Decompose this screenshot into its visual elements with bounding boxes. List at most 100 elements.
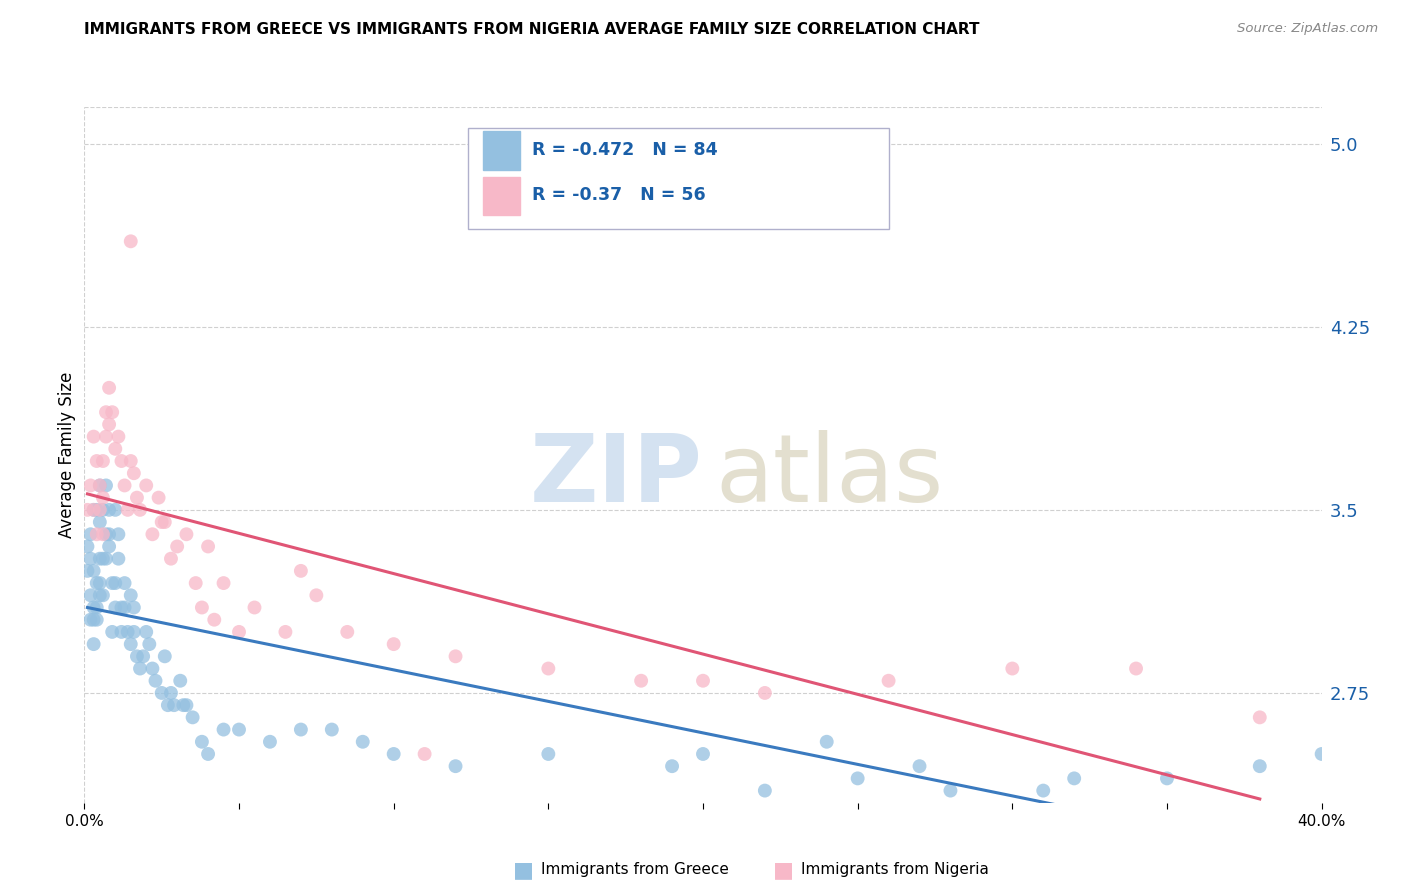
Point bbox=[181, 710, 204, 724]
Point bbox=[141, 527, 163, 541]
Point bbox=[86, 527, 108, 541]
Point bbox=[135, 624, 157, 639]
Point bbox=[212, 576, 235, 591]
Bar bbox=[482, 177, 520, 215]
Point bbox=[98, 527, 121, 541]
Point bbox=[197, 747, 219, 761]
Point bbox=[83, 600, 105, 615]
Point bbox=[135, 478, 157, 492]
Point bbox=[104, 600, 127, 615]
Point bbox=[290, 564, 312, 578]
Point bbox=[156, 698, 179, 713]
Point bbox=[259, 735, 281, 749]
Point bbox=[148, 491, 170, 505]
Point bbox=[228, 624, 250, 639]
Point bbox=[1001, 661, 1024, 675]
Point bbox=[79, 551, 101, 566]
Point bbox=[166, 540, 188, 554]
Point bbox=[104, 576, 127, 591]
Y-axis label: Average Family Size: Average Family Size bbox=[58, 372, 76, 538]
Point bbox=[321, 723, 343, 737]
Text: IMMIGRANTS FROM GREECE VS IMMIGRANTS FROM NIGERIA AVERAGE FAMILY SIZE CORRELATIO: IMMIGRANTS FROM GREECE VS IMMIGRANTS FRO… bbox=[84, 22, 980, 37]
Point bbox=[79, 588, 101, 602]
Point bbox=[91, 551, 114, 566]
Point bbox=[94, 405, 117, 419]
Point bbox=[305, 588, 328, 602]
Point bbox=[86, 600, 108, 615]
Point bbox=[352, 735, 374, 749]
Point bbox=[83, 503, 105, 517]
Point bbox=[184, 576, 207, 591]
Text: ■: ■ bbox=[773, 860, 794, 880]
Point bbox=[336, 624, 359, 639]
Point bbox=[153, 649, 176, 664]
Point bbox=[94, 478, 117, 492]
Point bbox=[104, 503, 127, 517]
Point bbox=[110, 600, 132, 615]
Point bbox=[76, 503, 98, 517]
Point bbox=[83, 564, 105, 578]
Point bbox=[1063, 772, 1085, 786]
Point bbox=[89, 576, 111, 591]
Point bbox=[132, 649, 155, 664]
Point bbox=[228, 723, 250, 737]
Point bbox=[1249, 759, 1271, 773]
Point bbox=[98, 381, 121, 395]
Point bbox=[1032, 783, 1054, 797]
Point bbox=[908, 759, 931, 773]
Point bbox=[94, 527, 117, 541]
Point bbox=[94, 551, 117, 566]
Point bbox=[290, 723, 312, 737]
Point bbox=[107, 527, 129, 541]
Text: ■: ■ bbox=[513, 860, 534, 880]
Point bbox=[98, 417, 121, 432]
Point bbox=[176, 698, 198, 713]
Point bbox=[101, 576, 124, 591]
Point bbox=[160, 551, 183, 566]
Point bbox=[169, 673, 191, 688]
Point bbox=[110, 624, 132, 639]
Point bbox=[117, 503, 139, 517]
Point bbox=[86, 454, 108, 468]
Point bbox=[1249, 710, 1271, 724]
Point bbox=[630, 673, 652, 688]
Point bbox=[91, 454, 114, 468]
Point bbox=[91, 588, 114, 602]
Point bbox=[91, 503, 114, 517]
Point bbox=[89, 478, 111, 492]
Point bbox=[89, 588, 111, 602]
Point bbox=[160, 686, 183, 700]
Point bbox=[172, 698, 194, 713]
Point bbox=[120, 454, 142, 468]
Point bbox=[98, 503, 121, 517]
Point bbox=[138, 637, 160, 651]
Point bbox=[125, 649, 148, 664]
Point bbox=[89, 515, 111, 529]
Text: atlas: atlas bbox=[716, 430, 943, 522]
Point bbox=[1310, 747, 1333, 761]
Point bbox=[83, 613, 105, 627]
Point bbox=[114, 478, 136, 492]
Text: ZIP: ZIP bbox=[530, 430, 703, 522]
Point bbox=[120, 637, 142, 651]
Point bbox=[107, 429, 129, 443]
Point bbox=[846, 772, 869, 786]
Point bbox=[191, 735, 214, 749]
Text: R = -0.472   N = 84: R = -0.472 N = 84 bbox=[533, 141, 718, 159]
Point bbox=[661, 759, 683, 773]
Point bbox=[537, 747, 560, 761]
Point bbox=[91, 527, 114, 541]
Point bbox=[76, 564, 98, 578]
Point bbox=[754, 686, 776, 700]
Bar bbox=[482, 131, 520, 169]
Point bbox=[163, 698, 186, 713]
Point bbox=[114, 600, 136, 615]
Point bbox=[202, 613, 225, 627]
Point bbox=[444, 649, 467, 664]
Point bbox=[120, 588, 142, 602]
Point bbox=[79, 613, 101, 627]
Text: R = -0.37   N = 56: R = -0.37 N = 56 bbox=[533, 186, 706, 204]
Point bbox=[754, 783, 776, 797]
Text: Source: ZipAtlas.com: Source: ZipAtlas.com bbox=[1237, 22, 1378, 36]
Point bbox=[537, 661, 560, 675]
